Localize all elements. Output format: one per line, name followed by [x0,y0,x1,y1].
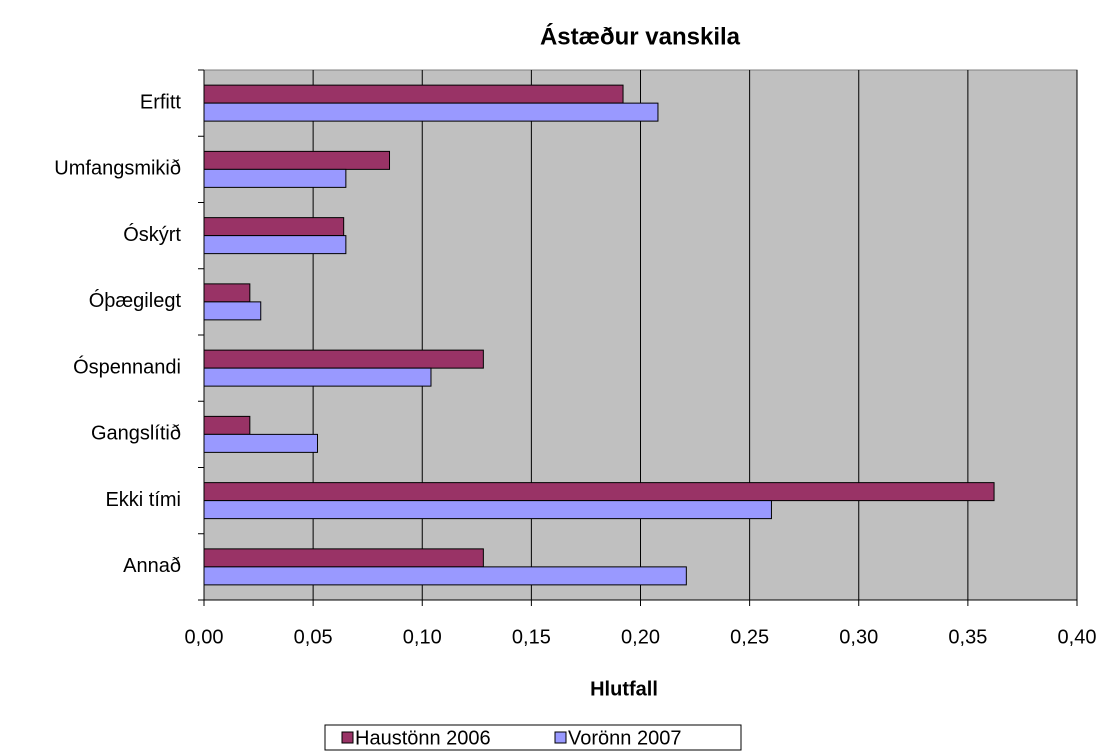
legend-box [324,724,742,751]
bar [203,367,432,387]
legend-label: Vorönn 2007 [568,727,681,749]
y-tick-label: Erfitt [140,91,182,113]
x-tick-label: 0,15 [512,626,551,648]
bar [203,235,347,255]
legend-swatch [554,731,567,744]
x-tick-label: 0,20 [621,626,660,648]
x-tick-label: 0,35 [948,626,987,648]
bar [203,482,995,502]
y-tick-label: Gangslítið [91,423,181,445]
bar [203,349,484,369]
bar [203,102,659,122]
x-tick-label: 0,30 [839,626,878,648]
y-tick-label: Óspennandi [73,355,181,378]
x-tick-label: 0,10 [403,626,442,648]
bar [203,283,251,303]
legend-label: Haustönn 2006 [355,727,491,749]
y-tick-label: Óþægilegt [89,289,182,312]
chart-title: Ástæður vanskila [540,22,741,50]
bar [203,566,687,586]
legend-swatch [341,731,354,744]
y-tick-label: Umfangsmikið [54,158,181,180]
y-tick-label: Ekki tími [105,489,181,511]
bar [203,500,772,520]
x-axis-label: Hlutfall [590,678,658,700]
y-tick-label: Óskýrt [123,223,181,246]
bar [203,217,345,237]
x-tick-label: 0,40 [1058,626,1097,648]
bar [203,415,251,435]
bar [203,301,262,321]
x-tick-label: 0,25 [730,626,769,648]
bar [203,168,347,188]
bar [203,150,391,170]
bar [203,548,484,568]
x-tick-label: 0,00 [185,626,224,648]
x-tick-label: 0,05 [294,626,333,648]
bar [203,84,624,104]
bar [203,433,318,453]
y-tick-label: Annað [123,555,181,577]
